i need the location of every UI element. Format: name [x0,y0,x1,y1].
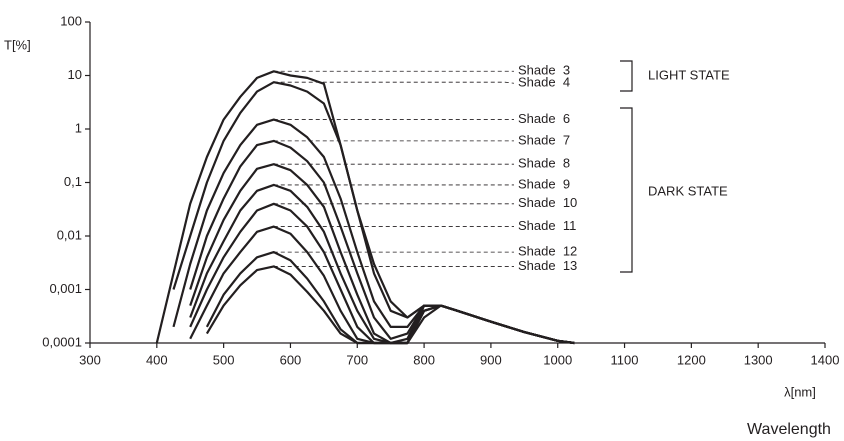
legend-label: Shade 10 [518,195,577,210]
y-tick-label: 0,1 [64,174,82,189]
x-tick-label: 900 [480,352,502,367]
line-series [172,118,575,345]
y-axis-label: T[%] [4,37,31,52]
x-tick-label: 1200 [677,352,706,367]
x-tick-label: 400 [146,352,168,367]
x-axis-label: λ[nm] [784,384,816,399]
line-series [172,81,575,345]
x-tick-label: 700 [346,352,368,367]
legend-label: Shade 4 [518,75,570,90]
leader-line [273,81,515,84]
legend-label: Shade 13 [518,258,577,273]
x-tick-label: 300 [79,352,101,367]
y-tick-label: 100 [60,13,82,28]
x-tick-label: 1400 [811,352,840,367]
legend-label: Shade 3 [518,63,570,78]
legend-label: Shade 9 [518,176,570,191]
y-tick-label: 0,01 [57,227,82,242]
line-series [189,163,575,345]
y-tick-label: 10 [68,67,82,82]
x-tick-label: 600 [280,352,302,367]
x-tick-label: 1100 [611,352,639,367]
line-series [189,183,575,345]
line-series [189,202,575,345]
legend-label: Shade 6 [518,111,570,126]
y-tick-label: 0,0001 [42,334,82,349]
x-tick-label: 1000 [543,352,572,367]
bracket [620,107,633,273]
bracket [620,60,633,92]
annotation: DARK STATE [648,183,728,198]
x-tick-label: 500 [213,352,235,367]
legend-label: Shade 7 [518,132,570,147]
x-tick-label: 1300 [744,352,773,367]
legend-label: Shade 8 [518,156,570,171]
y-tick-label: 1 [75,120,82,135]
line-series [205,265,575,345]
x-tick-label: 800 [413,352,435,367]
caption: Wavelength [747,421,831,438]
annotation: LIGHT STATE [648,67,730,82]
legend-label: Shade 11 [518,218,576,233]
y-tick-label: 0,001 [49,281,82,296]
legend-label: Shade 12 [518,244,577,259]
